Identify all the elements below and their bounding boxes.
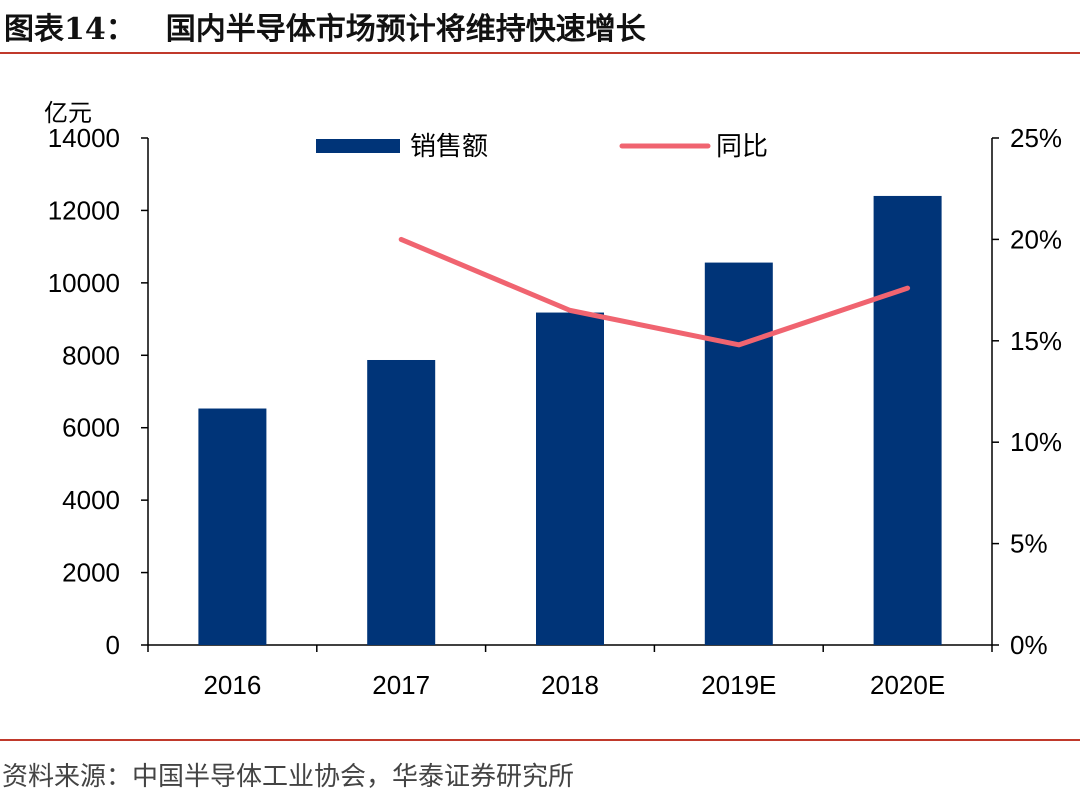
legend-bar-label: 销售额 (410, 132, 488, 162)
bar-2019E (704, 262, 773, 645)
left-y-tick-label: 4000 (62, 485, 120, 515)
figure-title: 图表14： 国内半导体市场预计将维持快速增长 (4, 4, 646, 48)
x-tick-label: 2017 (372, 670, 430, 700)
right-y-tick-label: 20% (1010, 224, 1062, 254)
right-y-tick-label: 25% (1010, 123, 1062, 153)
figure-label: 图表14： (4, 12, 136, 47)
left-y-tick-label: 8000 (62, 340, 120, 370)
bar-2020E (873, 195, 942, 645)
x-tick-label: 2019E (701, 670, 776, 700)
left-y-tick-label: 14000 (48, 123, 120, 153)
legend-line-label: 同比 (716, 132, 768, 162)
left-y-tick-label: 0 (106, 630, 120, 660)
left-y-tick-label: 10000 (48, 268, 120, 298)
x-tick-label: 2018 (541, 670, 599, 700)
bar-2016 (198, 408, 267, 645)
chart-title: 国内半导体市场预计将维持快速增长 (165, 12, 646, 47)
bottom-rule (0, 739, 1080, 741)
combo-chart: 0 2000 4000 6000 8000 10000 12000 14000 0% 5% 10% 1… (44, 99, 1062, 700)
top-rule (0, 52, 1080, 54)
x-tick-label: 2016 (203, 670, 261, 700)
bar-2018 (536, 312, 604, 645)
source-note: 资料来源：中国半导体工业协会，华泰证券研究所 (2, 762, 575, 792)
left-y-tick-label: 6000 (62, 413, 120, 443)
chart-area: 0 2000 4000 6000 8000 10000 12000 14000 0% 5% 10% 1… (0, 60, 1080, 736)
bar-2017 (367, 359, 436, 645)
left-y-tick-label: 12000 (48, 195, 120, 225)
x-tick-label: 2020E (870, 670, 945, 700)
right-y-tick-label: 0% (1010, 630, 1048, 660)
left-y-axis-unit: 亿元 (44, 99, 92, 127)
right-y-tick-label: 5% (1010, 529, 1048, 559)
left-y-tick-label: 2000 (62, 558, 120, 588)
figure-header: 图表14： 国内半导体市场预计将维持快速增长 (0, 0, 1080, 54)
right-y-tick-label: 15% (1010, 326, 1062, 356)
legend-bar-swatch (316, 139, 400, 153)
right-y-tick-label: 10% (1010, 427, 1062, 457)
yoy-growth-line (398, 236, 911, 348)
